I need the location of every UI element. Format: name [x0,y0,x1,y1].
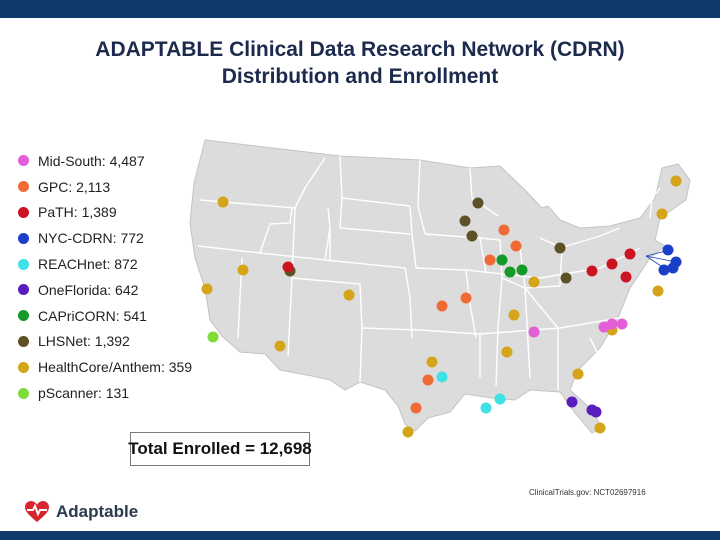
legend-item-healthcore: HealthCore/Anthem: 359 [18,354,208,380]
site-marker-healthcore-anthem [343,289,355,301]
us-map [189,139,691,438]
logo-text: Adaptable [56,502,139,521]
site-marker-gpc [484,254,496,266]
legend-label: GPC: 2,113 [38,178,111,195]
title-line-2: Distribution and Enrollment [221,65,499,88]
legend-dot-icon [18,258,29,270]
legend-dot-icon [18,155,29,167]
bottom-banner-bar [0,531,720,540]
site-marker-nyc-cdrn [658,264,670,276]
legend-dot-icon [18,361,29,373]
site-marker-lhsnet [459,215,471,227]
site-marker-reachnet [436,371,448,383]
legend-item-nyc-cdrn: NYC-CDRN: 772 [18,225,208,251]
site-marker-capricorn [496,254,508,266]
legend-label: NYC-CDRN: 772 [38,230,144,247]
site-marker-oneflorida [590,406,602,418]
legend-dot-icon [18,387,29,399]
site-marker-lhsnet [554,242,566,254]
total-enrolled-box: Total Enrolled = 12,698 [128,432,312,466]
site-marker-capricorn [516,264,528,276]
legend-label: pScanner: 131 [38,385,130,402]
site-dots [201,175,682,438]
site-marker-healthcore-anthem [656,208,668,220]
legend-dot-icon [18,310,29,322]
site-marker-oneflorida [566,396,578,408]
site-marker-lhsnet [466,230,478,242]
source-citation: ClinicalTrials.gov: NCT02697916 [529,488,646,497]
site-marker-healthcore-anthem [237,264,249,276]
top-banner-bar [0,0,720,18]
title-line-1: ADAPTABLE Clinical Data Research Network… [95,38,625,61]
legend-item-pscanner: pScanner: 131 [18,380,208,406]
legend-item-reachnet: REACHnet: 872 [18,251,208,277]
site-marker-gpc [498,224,510,236]
heart-icon [25,501,49,522]
legend-label: LHSNet: 1,392 [38,333,130,350]
legend-item-oneflorida: OneFlorida: 642 [18,277,208,303]
legend-dot-icon [18,335,29,347]
site-marker-path [282,261,294,273]
site-marker-healthcore-anthem [670,175,682,187]
adaptable-logo: Adaptable [24,500,138,524]
site-marker-lhsnet [472,197,484,209]
site-marker-healthcore-anthem [594,422,606,434]
legend-label: CAPriCORN: 541 [38,307,147,324]
site-marker-path [606,258,618,270]
site-marker-capricorn [504,266,516,278]
legend-dot-icon [18,206,29,218]
site-marker-gpc [410,402,422,414]
site-marker-reachnet [480,402,492,414]
legend-item-gpc: GPC: 2,113 [18,174,208,200]
site-marker-nyc-cdrn [662,244,674,256]
page-title: ADAPTABLE Clinical Data Research Network… [0,36,720,90]
site-marker-healthcore-anthem [501,346,513,358]
site-marker-healthcore-anthem [652,285,664,297]
site-marker-healthcore-anthem [274,340,286,352]
site-marker-gpc [422,374,434,386]
legend-item-lhsnet: LHSNet: 1,392 [18,329,208,355]
legend-dot-icon [18,181,29,193]
site-marker-pscanner [207,331,219,343]
site-marker-path [620,271,632,283]
site-marker-mid-south [528,326,540,338]
site-marker-healthcore-anthem [217,196,229,208]
site-marker-healthcore-anthem [402,426,414,438]
site-marker-gpc [436,300,448,312]
legend-label: REACHnet: 872 [38,256,138,273]
legend-label: Mid-South: 4,487 [38,152,145,169]
site-marker-reachnet [494,393,506,405]
site-marker-healthcore-anthem [508,309,520,321]
site-marker-gpc [460,292,472,304]
legend-dot-icon [18,232,29,244]
site-marker-path [586,265,598,277]
site-marker-healthcore-anthem [201,283,213,295]
site-marker-mid-south [616,318,628,330]
legend-label: PaTH: 1,389 [38,204,117,221]
site-marker-path [624,248,636,260]
site-marker-nyc-cdrn [667,262,679,274]
site-marker-healthcore-anthem [528,276,540,288]
legend-label: OneFlorida: 642 [38,281,139,298]
legend-dot-icon [18,284,29,296]
legend-item-path: PaTH: 1,389 [18,200,208,226]
legend-item-mid-south: Mid-South: 4,487 [18,148,208,174]
site-marker-gpc [510,240,522,252]
site-marker-healthcore-anthem [426,356,438,368]
legend-item-capricorn: CAPriCORN: 541 [18,303,208,329]
legend-label: HealthCore/Anthem: 359 [38,359,193,376]
site-marker-lhsnet [560,272,572,284]
site-marker-healthcore-anthem [572,368,584,380]
site-marker-mid-south [606,318,618,330]
us-map-outline [189,139,691,434]
network-legend: Mid-South: 4,487 GPC: 2,113 PaTH: 1,389 … [18,148,208,406]
